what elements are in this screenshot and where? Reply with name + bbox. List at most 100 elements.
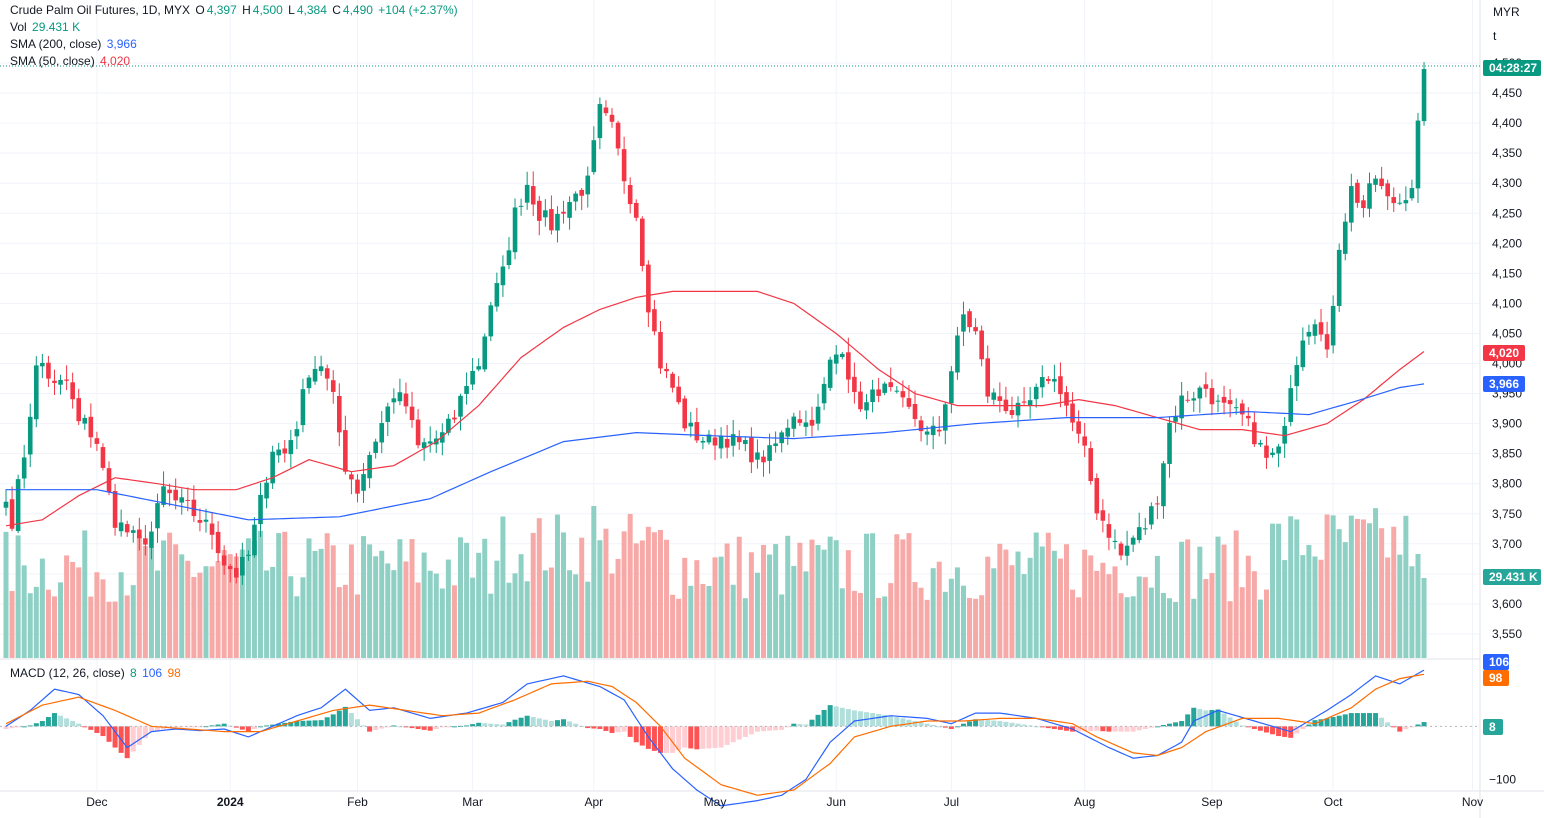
candle-body bbox=[397, 392, 403, 402]
candle-body bbox=[876, 389, 881, 396]
candle-body bbox=[1039, 377, 1045, 388]
volume-bar bbox=[748, 552, 754, 658]
volume-bar bbox=[803, 571, 809, 658]
volume-bar bbox=[464, 542, 470, 658]
macd-hist-bar bbox=[1191, 707, 1197, 727]
time-tick-label: Sep bbox=[1201, 795, 1223, 809]
candle-body bbox=[1276, 446, 1281, 454]
volume-bar bbox=[1239, 587, 1245, 658]
volume-bar bbox=[530, 532, 536, 658]
volume-bar bbox=[1094, 570, 1100, 658]
sma50-line bbox=[5, 290, 1425, 527]
sma200-label: SMA (200, close) bbox=[10, 37, 102, 51]
macd-hist-bar bbox=[621, 726, 627, 732]
volume-bar bbox=[924, 599, 930, 658]
candle-body bbox=[143, 538, 148, 545]
volume-bar bbox=[1294, 519, 1300, 658]
candle-body bbox=[1258, 442, 1263, 445]
macd-hist-bar bbox=[536, 718, 542, 727]
volume-bar bbox=[1276, 523, 1282, 658]
macd-hist-bar bbox=[954, 726, 960, 728]
candle-body bbox=[615, 122, 621, 149]
macd-hist-bar bbox=[1391, 726, 1397, 728]
volume-bar bbox=[857, 592, 863, 658]
volume-bar bbox=[361, 536, 367, 658]
sma50-badge-bg bbox=[1483, 345, 1525, 361]
macd-hist-bar bbox=[633, 726, 639, 743]
volume-bar bbox=[918, 587, 924, 658]
candle-body bbox=[597, 104, 603, 139]
currency-label[interactable]: MYR bbox=[1493, 5, 1520, 19]
candle-body bbox=[1306, 331, 1312, 337]
volume-bar bbox=[173, 544, 179, 658]
macd-hist-bar bbox=[979, 719, 985, 727]
candle-body bbox=[894, 390, 900, 392]
candle-body bbox=[743, 440, 748, 445]
macd-hist-bar bbox=[100, 726, 106, 737]
candle-body bbox=[870, 389, 875, 403]
macd-hist-bar bbox=[1233, 721, 1239, 727]
macd-hist-bar bbox=[39, 721, 45, 727]
volume-bar bbox=[767, 554, 773, 658]
volume-bar bbox=[45, 589, 51, 658]
volume-bar bbox=[142, 546, 148, 658]
candle-body bbox=[694, 422, 700, 441]
volume-bar bbox=[967, 598, 973, 658]
volume-bar bbox=[682, 557, 688, 658]
candle-body bbox=[809, 419, 815, 426]
candle-body bbox=[124, 524, 130, 533]
volume-bar bbox=[1221, 544, 1227, 658]
volume-bar bbox=[657, 529, 663, 658]
macd-hist-bar bbox=[918, 722, 924, 727]
candle-body bbox=[15, 479, 21, 532]
macd-hist-bar bbox=[500, 724, 506, 727]
candle-body bbox=[640, 218, 645, 266]
candle-body bbox=[730, 434, 736, 446]
volume-bar bbox=[664, 539, 670, 658]
candle-body bbox=[1318, 322, 1324, 335]
candle-body bbox=[276, 449, 281, 456]
candle-body bbox=[1021, 401, 1027, 403]
candle-body bbox=[1355, 182, 1360, 203]
volume-bar bbox=[179, 554, 185, 658]
macd-hist-bar bbox=[706, 726, 712, 749]
candle-body bbox=[264, 482, 269, 499]
price-tick-label: 4,400 bbox=[1492, 116, 1522, 130]
macd-hist-bar bbox=[670, 726, 676, 753]
volume-bar bbox=[1415, 554, 1421, 658]
macd-hist-bar bbox=[524, 715, 530, 727]
volume-bar bbox=[1100, 562, 1106, 658]
candle-body bbox=[427, 441, 433, 444]
macd-hist-bar bbox=[676, 726, 682, 751]
candle-body bbox=[858, 391, 863, 410]
macd-hist-bar bbox=[1209, 709, 1215, 727]
unit-label[interactable]: t bbox=[1493, 29, 1497, 43]
macd-hist-bar bbox=[488, 723, 494, 727]
volume-bar bbox=[1385, 557, 1391, 658]
candle-body bbox=[288, 440, 294, 455]
macd-hist-bar bbox=[276, 723, 282, 727]
candle-body bbox=[118, 522, 124, 532]
volume-bar bbox=[21, 565, 27, 658]
sma50-value: 4,020 bbox=[100, 54, 131, 68]
macd-hist-bar bbox=[924, 723, 930, 727]
volume-bar bbox=[985, 556, 991, 658]
volume-bar bbox=[445, 559, 451, 658]
macd-hist-bar bbox=[1276, 726, 1282, 737]
volume-bar bbox=[754, 572, 760, 658]
candle-body bbox=[1130, 537, 1136, 545]
candle-body bbox=[936, 429, 942, 432]
candle-body bbox=[1124, 545, 1130, 556]
macd-hist-bar bbox=[906, 719, 912, 727]
candle-body bbox=[1270, 452, 1275, 456]
macd-hist-bar bbox=[870, 713, 876, 727]
volume-bar bbox=[64, 555, 70, 658]
price-tick-label: 3,700 bbox=[1492, 537, 1522, 551]
macd-hist-bar bbox=[664, 726, 670, 753]
macd-hist-bar bbox=[833, 706, 839, 727]
volume-bar bbox=[1112, 566, 1118, 658]
macd-hist-bar bbox=[797, 724, 803, 727]
macd-hist-bar bbox=[615, 726, 621, 733]
volume-bar bbox=[712, 557, 718, 658]
